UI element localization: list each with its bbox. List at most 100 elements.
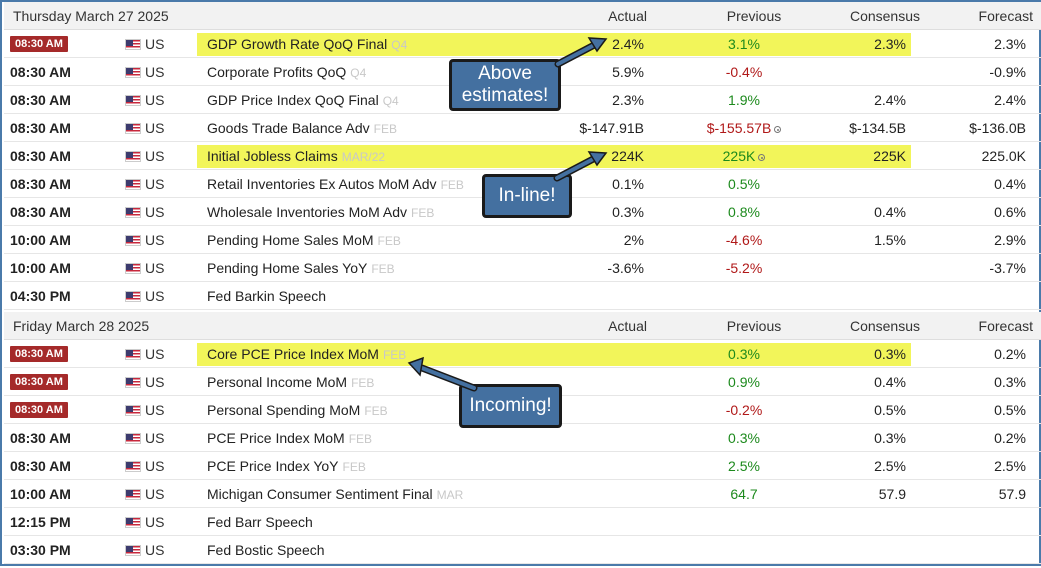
consensus-value: 57.9 [878, 486, 906, 502]
event-reference: FEB [342, 460, 366, 474]
event-name: Fed Bostic Speech [207, 542, 325, 558]
revised-dot-icon[interactable] [758, 154, 766, 161]
callout-incoming: Incoming! [459, 384, 562, 428]
table-row[interactable]: 08:30 AM US Core PCE Price Index MoM FEB 0.3… [4, 340, 1041, 368]
event-name: Pending Home Sales MoM [207, 232, 374, 248]
event-name-cell[interactable]: Initial Jobless Claims MAR/22 [207, 142, 385, 170]
event-name: PCE Price Index YoY [207, 458, 339, 474]
event-name-cell[interactable]: GDP Price Index QoQ Final Q4 [207, 86, 399, 114]
flag-canton [126, 180, 133, 186]
event-name-cell[interactable]: Fed Barr Speech [207, 508, 313, 536]
forecast-value: 2.5% [994, 458, 1026, 474]
highlight-band [197, 33, 911, 56]
consensus-value: 0.3% [874, 430, 906, 446]
event-name-cell[interactable]: Retail Inventories Ex Autos MoM Adv FEB [207, 170, 464, 198]
event-name-cell[interactable]: PCE Price Index YoY FEB [207, 452, 366, 480]
event-name: Goods Trade Balance Adv [207, 120, 370, 136]
country-code: US [145, 346, 165, 362]
flag-canton [126, 378, 133, 384]
table-row[interactable]: 10:00 AM US Michigan Consumer Sentiment Fi… [4, 480, 1041, 508]
table-row[interactable]: 08:30 AM US PCE Price Index MoM FEB 0.3% 0.3%… [4, 424, 1041, 452]
header-previous: Previous [726, 8, 782, 24]
event-name-cell[interactable]: Pending Home Sales YoY FEB [207, 254, 395, 282]
us-flag-icon [125, 545, 141, 556]
forecast-value: 0.2% [994, 346, 1026, 362]
actual-value [564, 508, 644, 536]
event-name-cell[interactable]: Goods Trade Balance Adv FEB [207, 114, 397, 142]
event-name-cell[interactable]: Corporate Profits QoQ Q4 [207, 58, 366, 86]
event-name-cell[interactable]: Pending Home Sales MoM FEB [207, 226, 401, 254]
event-time: 08:30 AM [10, 176, 71, 192]
previous-text: 64.7 [730, 486, 758, 502]
event-name-cell[interactable]: GDP Growth Rate QoQ Final Q4 [207, 30, 407, 58]
consensus-value: 2.4% [874, 92, 906, 108]
actual-value [564, 452, 644, 480]
table-row[interactable]: 03:30 PM US Fed Bostic Speech [4, 536, 1041, 564]
actual-value [564, 480, 644, 508]
event-name-cell[interactable]: PCE Price Index MoM FEB [207, 424, 372, 452]
event-reference: FEB [371, 262, 395, 276]
actual-value: 2% [623, 232, 644, 248]
country-code: US [145, 120, 165, 136]
flag-canton [126, 152, 133, 158]
country-code: US [145, 374, 165, 390]
event-time: 08:30 AM [10, 92, 71, 108]
actual-value [564, 396, 644, 424]
forecast-value: -3.7% [989, 260, 1026, 276]
event-name: Personal Income MoM [207, 374, 348, 390]
us-flag-icon [125, 405, 141, 416]
event-name: Core PCE Price Index MoM [207, 346, 379, 362]
table-row[interactable]: 12:15 PM US Fed Barr Speech [4, 508, 1041, 536]
event-reference: FEB [373, 122, 398, 136]
table-row[interactable]: 08:30 AM US PCE Price Index YoY FEB 2.5% 2.5%… [4, 452, 1041, 480]
us-flag-icon [125, 291, 141, 302]
event-name-cell[interactable]: Fed Bostic Speech [207, 536, 325, 564]
flag-canton [126, 292, 133, 298]
event-name-cell[interactable]: Fed Barkin Speech [207, 282, 326, 310]
event-reference: FEB [377, 234, 401, 248]
us-flag-icon [125, 235, 141, 246]
table-row[interactable]: 08:30 AM US Initial Jobless Claims MAR/22 22… [4, 142, 1041, 170]
event-name-cell[interactable]: Personal Income MoM FEB [207, 368, 374, 396]
callout-incoming-text: Incoming! [469, 395, 552, 416]
country-code: US [145, 430, 165, 446]
event-name-cell[interactable]: Personal Spending MoM FEB [207, 396, 388, 424]
country-code: US [145, 232, 165, 248]
table-row[interactable]: 08:30 AM US GDP Growth Rate QoQ Final Q4 2.4… [4, 30, 1041, 58]
table-row[interactable]: 08:30 AM US Corporate Profits QoQ Q4 5.9% -0.… [4, 58, 1041, 86]
table-row[interactable]: 04:30 PM US Fed Barkin Speech [4, 282, 1041, 310]
consensus-value: 1.5% [874, 232, 906, 248]
table-row[interactable]: 08:30 AM US Goods Trade Balance Adv FEB $-14… [4, 114, 1041, 142]
forecast-value [944, 282, 1026, 310]
event-name: Retail Inventories Ex Autos MoM Adv [207, 176, 437, 192]
flag-canton [126, 236, 133, 242]
table-row[interactable]: 08:30 AM US GDP Price Index QoQ Final Q4 2.3… [4, 86, 1041, 114]
event-time: 12:15 PM [10, 514, 71, 530]
table-row[interactable]: 10:00 AM US Pending Home Sales MoM FEB 2% -4.… [4, 226, 1041, 254]
event-reference: FEB [410, 206, 435, 220]
previous-text: 2.5% [728, 458, 760, 474]
event-name-cell[interactable]: Wholesale Inventories MoM Adv FEB [207, 198, 434, 226]
previous-text: 1.9% [728, 92, 760, 108]
time-badge: 08:30 AM [10, 346, 68, 362]
event-name-cell[interactable]: Michigan Consumer Sentiment Final MAR [207, 480, 463, 508]
highlight-band [197, 343, 911, 366]
flag-canton [126, 350, 133, 356]
previous-value: 0.9% [694, 368, 794, 396]
previous-value: -0.2% [694, 396, 794, 424]
actual-value: -3.6% [607, 260, 644, 276]
event-time: 08:30 AM [10, 458, 71, 474]
table-row[interactable]: 10:00 AM US Pending Home Sales YoY FEB -3.6%… [4, 254, 1041, 282]
time-badge: 08:30 AM [10, 374, 68, 390]
us-flag-icon [125, 67, 141, 78]
previous-text: 0.8% [728, 204, 760, 220]
event-name-cell[interactable]: Core PCE Price Index MoM FEB [207, 340, 406, 368]
country-code: US [145, 92, 165, 108]
table-row[interactable]: 08:30 AM US Wholesale Inventories MoM Adv F… [4, 198, 1041, 226]
flag-canton [126, 264, 133, 270]
revised-dot-icon[interactable] [774, 126, 782, 133]
event-name: Fed Barkin Speech [207, 288, 327, 304]
event-name: Personal Spending MoM [207, 402, 361, 418]
flag-canton [126, 124, 133, 130]
event-time: 08:30 AM [10, 148, 71, 164]
